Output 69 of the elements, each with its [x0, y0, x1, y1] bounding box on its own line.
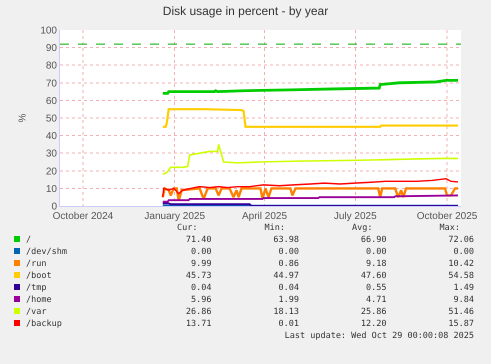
text: 0.00: [365, 246, 386, 258]
text: 5.96: [190, 294, 212, 306]
legend-label: /home: [26, 295, 52, 305]
x-tick-label: October 2024: [52, 211, 114, 222]
legend-label: /tmp: [26, 283, 46, 293]
line-series: [162, 194, 459, 202]
line-series: [161, 78, 460, 95]
text: 1.49: [452, 282, 474, 294]
text: 0.86: [278, 258, 299, 270]
text: 1.99: [278, 294, 299, 306]
line-series: [162, 144, 459, 176]
y-axis-title: %: [17, 113, 28, 122]
text: 0.00: [452, 246, 474, 258]
text: 44.97: [272, 270, 299, 282]
text: 0.04: [278, 282, 299, 294]
text: Last update: Wed Oct 29 00:00:08 2025: [284, 331, 474, 341]
y-tick-label: 50: [46, 114, 58, 124]
y-tick-label: 80: [46, 60, 58, 72]
x-tick-label: January 2025: [144, 211, 206, 222]
x-tick-label: July 2025: [334, 211, 378, 222]
legend-label: /run: [26, 259, 46, 269]
text: 26.86: [184, 306, 212, 318]
x-tick-label: October 2025: [416, 211, 478, 222]
text: 9.18: [365, 258, 386, 270]
text: 12.20: [360, 318, 386, 330]
text: 0.00: [190, 246, 212, 258]
text: 9.99: [190, 258, 212, 270]
text: 0.04: [190, 282, 212, 294]
y-tick-label: 70: [46, 78, 58, 90]
line-series: [162, 187, 460, 202]
text: Cur:: [176, 222, 198, 234]
y-tick-label: 10: [46, 184, 58, 195]
legend-label: /boot: [26, 271, 52, 281]
text: 0.01: [278, 318, 299, 330]
y-tick-label: 30: [46, 148, 58, 160]
text: Min:: [264, 222, 286, 234]
chart-title: Disk usage in percent - by year: [162, 4, 328, 18]
text: 54.58: [447, 270, 474, 282]
text: 13.71: [184, 318, 212, 330]
text: 18.13: [272, 306, 299, 318]
text: 51.46: [447, 306, 474, 318]
text: 9.84: [452, 294, 474, 306]
text: 4.71: [365, 294, 386, 306]
legend-label: /dev/shm: [26, 247, 67, 257]
legend-label: /: [26, 235, 32, 245]
text: 63.98: [272, 234, 299, 246]
text: 66.90: [360, 234, 386, 246]
text: 72.06: [447, 234, 474, 246]
line-series: [162, 178, 459, 198]
text: 45.73: [184, 270, 212, 282]
legend-label: /var: [26, 307, 46, 317]
text: 47.60: [360, 270, 386, 282]
y-tick-label: 20: [46, 166, 58, 178]
text: Avg:: [351, 222, 374, 234]
text: 10.42: [447, 258, 474, 270]
y-tick-label: 60: [46, 96, 58, 107]
text: 0.55: [365, 282, 386, 294]
y-tick-label: 90: [46, 43, 58, 54]
legend-label: /backup: [26, 319, 62, 329]
y-tick-label: 40: [46, 131, 58, 142]
text: 25.86: [360, 306, 386, 318]
y-tick-label: 100: [40, 26, 58, 36]
text: 15.87: [447, 318, 474, 330]
text: Max:: [438, 222, 461, 234]
text: 71.40: [184, 234, 212, 246]
y-tick-label: 0: [51, 202, 58, 212]
text: 0.00: [278, 246, 299, 258]
line-series: [162, 108, 460, 128]
x-tick-label: April 2025: [242, 211, 288, 222]
